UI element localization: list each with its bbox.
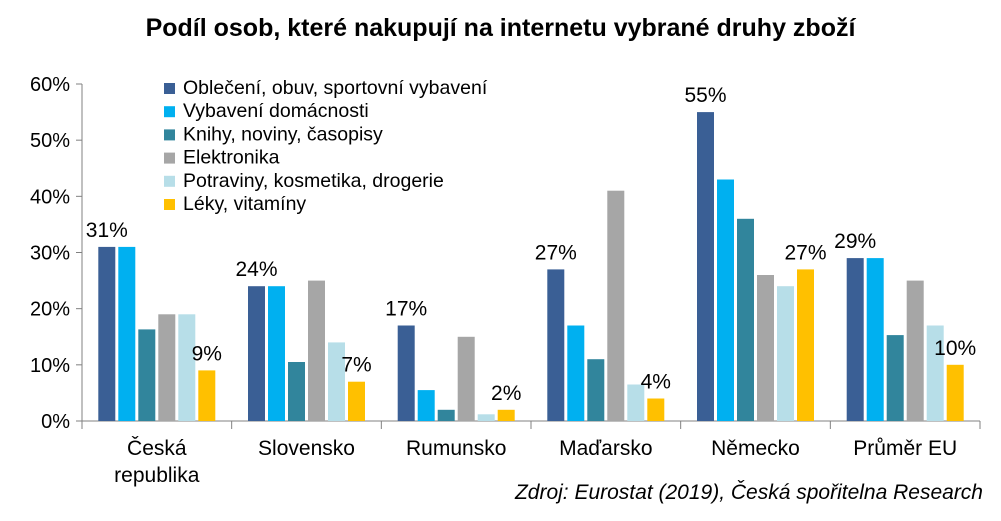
data-label: 24% [235, 258, 277, 281]
bar [328, 342, 345, 421]
data-label: 55% [684, 84, 726, 107]
bar [437, 409, 455, 421]
bar [926, 325, 944, 421]
bar [497, 409, 515, 421]
data-label: 17% [385, 298, 427, 321]
data-label: 29% [834, 230, 876, 253]
bar [737, 218, 754, 421]
category-label: Slovensko [258, 437, 355, 460]
y-tick-label: 50% [30, 130, 70, 152]
legend-swatch [164, 152, 175, 164]
bar [587, 359, 605, 421]
bar [547, 269, 565, 421]
data-label: 31% [86, 219, 128, 242]
category-label: Německo [711, 437, 800, 460]
bar [288, 362, 305, 421]
data-label: 7% [341, 354, 371, 377]
bar [777, 286, 794, 421]
y-tick-label: 0% [41, 411, 70, 433]
bar [607, 190, 625, 421]
y-tick-label: 20% [30, 299, 70, 321]
legend-label: Vybavení domácnosti [183, 100, 369, 122]
category-label: Česká [127, 437, 187, 460]
bar [417, 390, 435, 421]
bar [248, 286, 265, 421]
bar [886, 335, 904, 421]
bar [198, 370, 216, 421]
chart-title: Podíl osob, které nakupují na internetu … [145, 14, 856, 42]
bar [397, 325, 415, 421]
bar [697, 112, 714, 421]
y-tick-label: 40% [30, 186, 70, 208]
legend-label: Elektronika [183, 147, 280, 169]
bar [647, 398, 665, 421]
bar [946, 364, 964, 421]
bar [906, 280, 924, 421]
category-label: republika [114, 464, 200, 487]
bar [457, 336, 475, 422]
bar [717, 179, 734, 421]
bar [477, 414, 495, 421]
bar [178, 314, 196, 421]
bar [138, 329, 156, 421]
bar [118, 246, 136, 421]
data-label: 2% [491, 382, 521, 405]
legend-swatch [164, 199, 175, 210]
data-label: 27% [784, 241, 826, 264]
category-label: Maďarsko [559, 437, 652, 460]
data-label: 4% [641, 371, 671, 394]
legend-label: Léky, vitamíny [183, 193, 306, 215]
legend-label: Oblečení, obuv, sportovní vybavení [183, 77, 488, 99]
bar [98, 246, 116, 421]
category-label: Průměr EU [853, 437, 957, 460]
legend-swatch [164, 175, 175, 187]
legend-swatch [164, 106, 175, 118]
legend-label: Knihy, noviny, časopisy [183, 123, 383, 145]
legend-label: Potraviny, kosmetika, drogerie [183, 170, 444, 192]
bar [757, 275, 774, 421]
data-label: 9% [192, 342, 222, 365]
y-tick-label: 30% [30, 243, 70, 265]
data-label: 10% [934, 337, 976, 360]
legend-swatch [164, 129, 175, 141]
bar [846, 258, 864, 421]
bar [308, 280, 325, 421]
legend-swatch [164, 83, 175, 94]
source-note: Zdroj: Eurostat (2019), Česká spořitelna… [514, 481, 983, 504]
y-tick-label: 10% [30, 355, 70, 377]
bar [627, 384, 645, 421]
category-label: Rumunsko [406, 437, 506, 460]
bar [158, 314, 176, 421]
bar [348, 381, 365, 421]
data-label: 27% [535, 241, 577, 264]
bar [567, 325, 585, 421]
bar [268, 286, 285, 421]
bar [866, 258, 884, 421]
y-tick-label: 60% [30, 74, 70, 96]
bar [797, 269, 814, 421]
